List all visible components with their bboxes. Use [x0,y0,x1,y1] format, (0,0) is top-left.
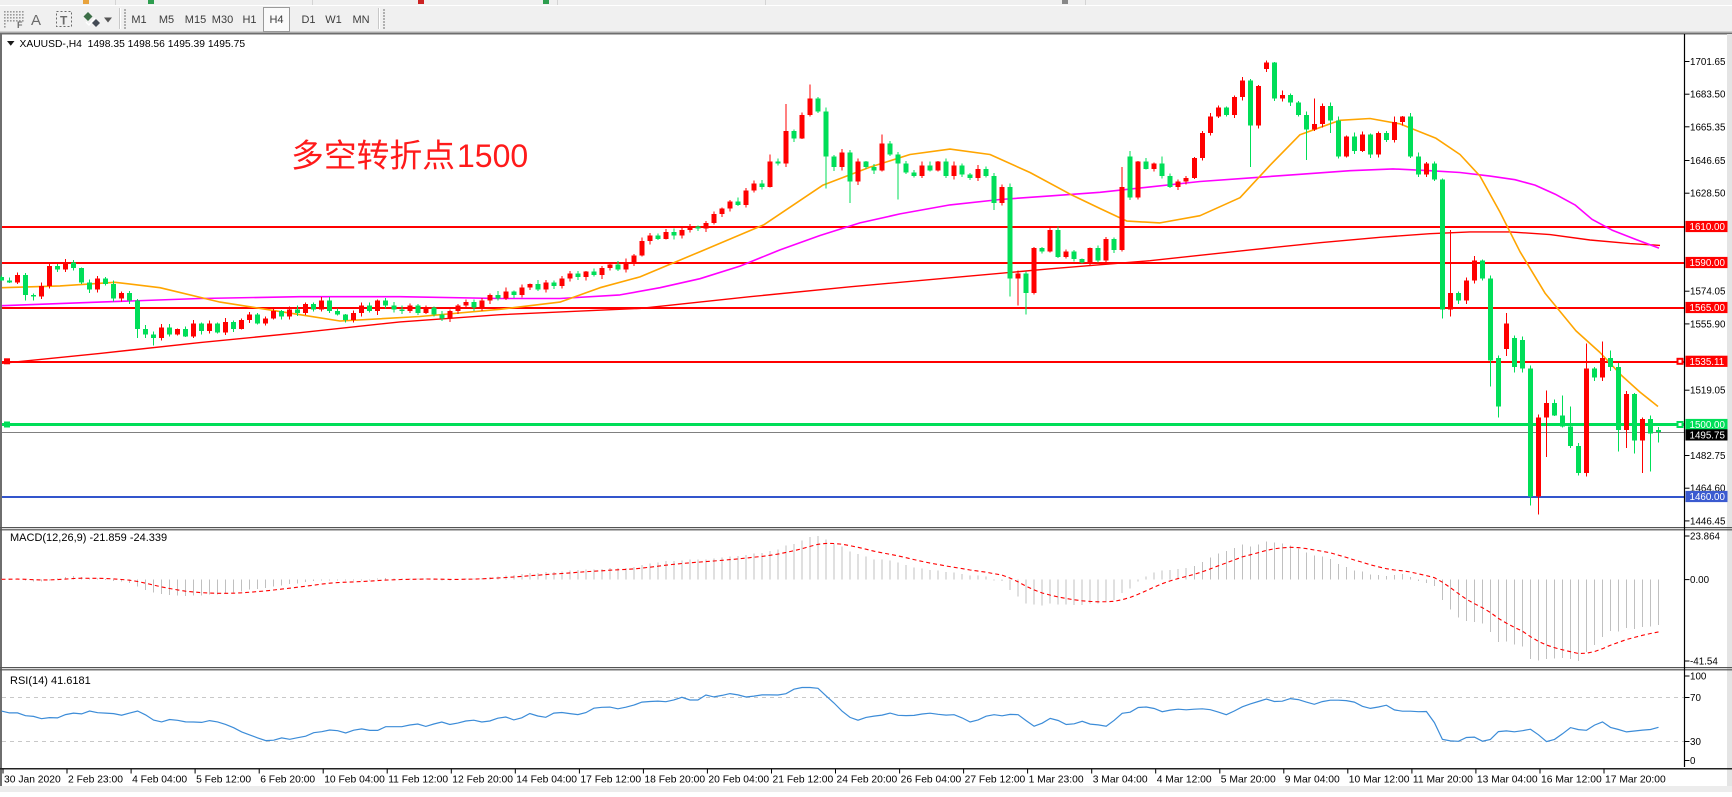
svg-text:23.864: 23.864 [1690,532,1721,543]
svg-text:D1: D1 [301,14,315,26]
svg-text:1610.00: 1610.00 [1690,222,1726,233]
svg-text:1683.50: 1683.50 [1690,90,1726,101]
svg-text:30: 30 [1690,737,1701,748]
svg-text:MN: MN [352,14,369,26]
svg-text:1701.65: 1701.65 [1690,57,1726,68]
svg-text:M1: M1 [131,14,146,26]
svg-text:W1: W1 [325,14,342,26]
svg-text:5 Mar 20:00: 5 Mar 20:00 [1221,775,1276,786]
svg-text:100: 100 [1690,672,1707,683]
svg-text:-41.54: -41.54 [1690,657,1718,668]
svg-text:M30: M30 [212,14,233,26]
svg-text:1665.35: 1665.35 [1690,122,1726,133]
svg-text:1646.65: 1646.65 [1690,156,1726,167]
svg-text:1565.00: 1565.00 [1690,303,1726,314]
svg-text:16 Mar 12:00: 16 Mar 12:00 [1541,775,1602,786]
svg-text:1535.11: 1535.11 [1690,357,1725,368]
svg-text:4 Mar 12:00: 4 Mar 12:00 [1157,775,1212,786]
svg-text:12 Feb 20:00: 12 Feb 20:00 [452,775,513,786]
svg-text:0.00: 0.00 [1690,575,1710,586]
svg-text:17 Mar 20:00: 17 Mar 20:00 [1605,775,1666,786]
svg-text:30 Jan 2020: 30 Jan 2020 [4,775,61,786]
svg-text:11 Mar 20:00: 11 Mar 20:00 [1413,775,1473,786]
svg-text:1 Mar 23:00: 1 Mar 23:00 [1029,775,1084,786]
svg-text:1460.00: 1460.00 [1690,492,1726,503]
svg-text:T: T [60,14,68,28]
svg-text:24 Feb 20:00: 24 Feb 20:00 [837,775,898,786]
svg-text:1628.50: 1628.50 [1690,189,1726,200]
svg-text:6 Feb 20:00: 6 Feb 20:00 [260,775,315,786]
svg-text:9 Mar 04:00: 9 Mar 04:00 [1285,775,1340,786]
svg-text:2 Feb 23:00: 2 Feb 23:00 [68,775,123,786]
svg-text:10 Mar 12:00: 10 Mar 12:00 [1349,775,1410,786]
svg-text:1500.00: 1500.00 [1690,420,1726,431]
svg-text:21 Feb 12:00: 21 Feb 12:00 [773,775,834,786]
svg-text:10 Feb 04:00: 10 Feb 04:00 [324,775,385,786]
svg-text:1446.45: 1446.45 [1690,516,1726,527]
svg-text:11 Feb 12:00: 11 Feb 12:00 [388,775,448,786]
svg-text:1500: 1500 [457,138,528,174]
svg-text:M5: M5 [159,14,174,26]
svg-text:M15: M15 [185,14,206,26]
svg-text:13 Mar 04:00: 13 Mar 04:00 [1477,775,1538,786]
svg-text:20 Feb 04:00: 20 Feb 04:00 [708,775,769,786]
svg-text:18 Feb 20:00: 18 Feb 20:00 [644,775,705,786]
svg-text:H1: H1 [242,14,256,26]
svg-text:A: A [31,12,41,29]
svg-text:3 Mar 04:00: 3 Mar 04:00 [1093,775,1148,786]
svg-text:1495.75: 1495.75 [1690,431,1726,442]
svg-text:XAUUSD-,H4 1498.35 1498.56 14: XAUUSD-,H4 1498.35 1498.56 1495.39 1495.… [20,39,246,50]
svg-text:5 Feb 12:00: 5 Feb 12:00 [196,775,251,786]
svg-text:1574.05: 1574.05 [1690,287,1726,298]
svg-text:1519.05: 1519.05 [1690,386,1726,397]
svg-text:RSI(14) 41.6181: RSI(14) 41.6181 [10,675,91,687]
svg-text:1555.90: 1555.90 [1690,319,1726,330]
svg-text:70: 70 [1690,693,1701,704]
svg-text:17 Feb 12:00: 17 Feb 12:00 [580,775,641,786]
svg-text:27 Feb 12:00: 27 Feb 12:00 [965,775,1026,786]
svg-text:4 Feb 04:00: 4 Feb 04:00 [132,775,187,786]
svg-text:1464.60: 1464.60 [1690,484,1726,495]
svg-text:H4: H4 [269,14,283,26]
svg-text:1482.75: 1482.75 [1690,451,1726,462]
svg-text:0: 0 [1690,756,1696,767]
svg-text:26 Feb 04:00: 26 Feb 04:00 [901,775,962,786]
svg-text:14 Feb 04:00: 14 Feb 04:00 [516,775,577,786]
svg-text:F: F [17,20,23,30]
svg-text:1590.00: 1590.00 [1690,258,1726,269]
svg-text:MACD(12,26,9) -21.859 -24.339: MACD(12,26,9) -21.859 -24.339 [10,532,167,544]
